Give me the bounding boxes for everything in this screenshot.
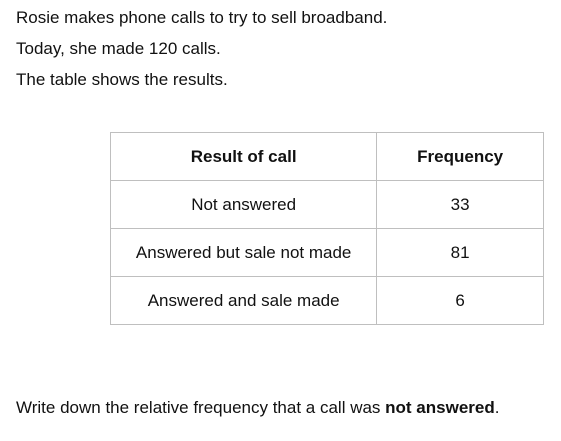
result-cell: Not answered [109,180,378,229]
intro-line-2: Today, she made 120 calls. [16,39,221,58]
table-header-row: Result of call Frequency [109,132,544,181]
results-table: Result of call Frequency Not answered 33… [109,132,544,325]
header-result-of-call: Result of call [109,132,378,181]
question-emphasis: not answered [385,398,495,417]
frequency-cell: 6 [376,276,544,325]
table-row: Answered but sale not made 81 [109,228,544,277]
header-frequency: Frequency [376,132,544,181]
question-suffix: . [494,398,500,417]
frequency-cell: 81 [376,228,544,277]
result-cell: Answered and sale made [109,276,378,325]
table-row: Not answered 33 [109,180,544,229]
intro-line-1: Rosie makes phone calls to try to sell b… [16,8,388,27]
intro-line-3: The table shows the results. [16,70,228,89]
result-cell: Answered but sale not made [109,228,378,277]
table-row: Answered and sale made 6 [109,276,544,325]
question-text: Write down the relative frequency that a… [16,398,499,418]
question-prefix: Write down the relative frequency that a… [16,398,386,417]
frequency-cell: 33 [376,180,544,229]
